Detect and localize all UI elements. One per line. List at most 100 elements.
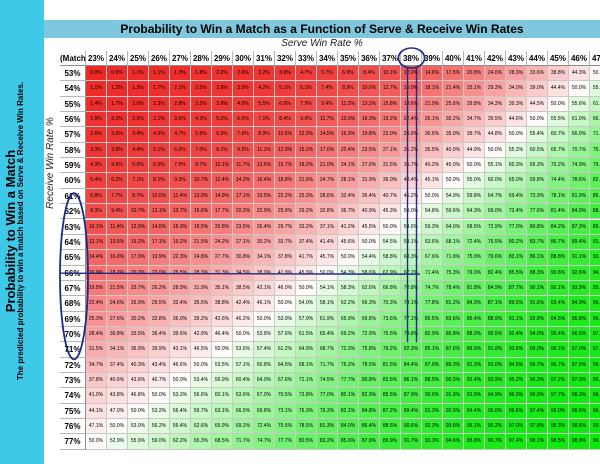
heatmap-cell: 88.6% — [380, 419, 401, 435]
heatmap-cell: 36.7% — [338, 204, 359, 220]
heatmap-cell: 93.1% — [590, 250, 600, 266]
heatmap-cell: 93.9% — [569, 280, 590, 297]
heatmap-cell: 83.6% — [380, 373, 401, 389]
heatmap-cell: 9.9% — [296, 112, 317, 128]
heatmap-cell: 34.0% — [506, 81, 527, 97]
heatmap-cell: 1.1% — [128, 66, 149, 82]
heatmap-cell: 73.1% — [275, 403, 296, 420]
heatmap-cell: 23.5% — [359, 142, 380, 159]
heatmap-cell: 19.8% — [359, 127, 380, 143]
heatmap-cell: 9.3% — [170, 173, 191, 189]
heatmap-cell: 50.0% — [548, 96, 569, 113]
heatmap-cell: 53.3% — [170, 388, 191, 404]
heatmap-cell: 14.6% — [422, 66, 443, 82]
heatmap-cell: 73.6% — [380, 311, 401, 327]
heatmap-cell: 98.4% — [590, 373, 600, 389]
heatmap-cell: 53.9% — [275, 311, 296, 327]
heatmap-cell: 83.1% — [506, 250, 527, 266]
left-panel: Probability to Win a Match The predicted… — [0, 0, 44, 464]
heatmap-cell: 27.1% — [233, 234, 254, 251]
heatmap-cell: 95.0% — [527, 342, 548, 358]
heatmap-cell: 22.9% — [254, 204, 275, 220]
heatmap-cell: 82.1% — [338, 403, 359, 420]
heatmap-cell: 8.1% — [149, 173, 170, 189]
heatmap-cell: 62.2% — [170, 434, 191, 450]
heatmap-cell: 50.0% — [233, 326, 254, 343]
heatmap-cell: 71.4% — [422, 265, 443, 281]
heatmap-cell: 75.9% — [464, 250, 485, 266]
heatmap-cell: 11.4% — [170, 188, 191, 205]
heatmap-cell: 12.3% — [296, 127, 317, 143]
heatmap-cell: 34.7% — [464, 112, 485, 128]
heatmap-cell: 6.5% — [212, 127, 233, 143]
heatmap-cell: 89.4% — [569, 234, 590, 251]
heatmap-cell: 88.3% — [464, 326, 485, 343]
heatmap-cell: 33.7% — [275, 234, 296, 251]
heatmap-cell: 89.4% — [401, 403, 422, 420]
heatmap-cell: 45.5% — [359, 219, 380, 235]
heatmap-cell: 37.8% — [86, 373, 107, 389]
row-header: 53% — [60, 66, 86, 82]
heatmap-cell: 2.6% — [128, 112, 149, 128]
heatmap-cell: 69.2% — [338, 326, 359, 343]
heatmap-cell: 12.7% — [380, 81, 401, 97]
heatmap-cell: 15.8% — [380, 96, 401, 113]
corner-label: (Match — [60, 51, 86, 66]
heatmap-cell: 98.9% — [590, 403, 600, 420]
heatmap-cell: 66.5% — [233, 403, 254, 420]
heatmap-cell: 78.1% — [548, 188, 569, 205]
heatmap-cell: 90.5% — [485, 326, 506, 343]
heatmap-cell: 79.8% — [401, 326, 422, 343]
heatmap-cell: 30.8% — [107, 326, 128, 343]
row-header: 74% — [60, 388, 86, 404]
heatmap-cell: 4.4% — [128, 142, 149, 159]
heatmap-cell: 8.9% — [338, 81, 359, 97]
row-header: 65% — [60, 250, 86, 266]
heatmap-cell: 50.0% — [380, 219, 401, 235]
heatmap-cell: 98.2% — [590, 357, 600, 373]
heatmap-cell: 3.4% — [128, 127, 149, 143]
heatmap-cell: 30.2% — [443, 112, 464, 128]
heatmap-cell: 9.4% — [107, 204, 128, 220]
heatmap-cell: 94.9% — [569, 296, 590, 312]
heatmap-cell: 99.2% — [590, 434, 600, 450]
heatmap-cell: 68.1% — [296, 357, 317, 373]
heatmap-cell: 35.1% — [212, 280, 233, 297]
heatmap-cell: 20.2% — [233, 204, 254, 220]
heatmap-cell: 23.0% — [380, 127, 401, 143]
heatmap-cell: 16.0% — [107, 250, 128, 266]
heatmap-cell: 91.1% — [506, 311, 527, 327]
heatmap-cell: 93.0% — [485, 357, 506, 373]
heatmap-cell: 97.4% — [506, 434, 527, 450]
heatmap-cell: 21.9% — [422, 96, 443, 113]
heatmap-cell: 19.9% — [149, 250, 170, 266]
heatmap-cell: 16.9% — [338, 127, 359, 143]
heatmap-cell: 98.0% — [548, 403, 569, 420]
heatmap-cell: 45.1% — [422, 173, 443, 189]
heatmap-cell: 55.6% — [569, 96, 590, 113]
heatmap-cell: 33.6% — [527, 66, 548, 82]
heatmap-cell: 84.9% — [485, 280, 506, 297]
heatmap-cell: 27.6% — [359, 158, 380, 174]
heatmap-cell: 3.3% — [86, 142, 107, 159]
heatmap-cell: 86.4% — [464, 311, 485, 327]
heatmap-cell: 30.8% — [233, 250, 254, 266]
heatmap-cell: 50.0% — [527, 112, 548, 128]
heatmap-cell: 72.9% — [359, 326, 380, 343]
heatmap-cell: 71.1% — [296, 373, 317, 389]
heatmap-cell: 28.3% — [191, 265, 212, 281]
column-header: 41% — [464, 51, 485, 66]
heatmap-cell: 28.9% — [506, 66, 527, 82]
heatmap-cell: 44.3% — [569, 66, 590, 82]
heatmap-cell: 5.1% — [149, 142, 170, 159]
heatmap-cell: 47.1% — [86, 419, 107, 435]
heatmap-cell: 23.7% — [128, 280, 149, 297]
heatmap-cell: 2.5% — [191, 81, 212, 97]
heatmap-cell: 60.5% — [527, 142, 548, 159]
heatmap-cell: 86.7% — [548, 234, 569, 251]
heatmap-cell: 55.9% — [128, 434, 149, 450]
heatmap-cell: 75.5% — [275, 419, 296, 435]
heatmap-cell: 6.5% — [149, 158, 170, 174]
heatmap-cell: 47.0% — [107, 403, 128, 420]
heatmap-cell: 36.4% — [359, 188, 380, 205]
